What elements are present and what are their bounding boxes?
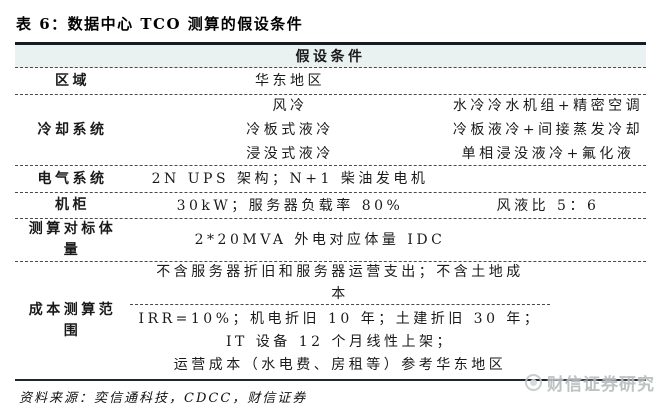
- row-value-rack-ratio: 风液比 5：6: [496, 197, 600, 214]
- table-row-electrical: 电气系统 2N UPS 架构；N+1 柴油发电机: [15, 166, 646, 193]
- row-label-region: 区域: [55, 72, 90, 89]
- table-row-benchmark-volume: 测算对标体量 2*20MVA 外电对应体量 IDC: [15, 219, 646, 262]
- brand-logo-icon: [525, 374, 542, 391]
- row-value-electrical: 2N UPS 架构；N+1 柴油发电机: [151, 171, 429, 187]
- data-source-note: 资料来源：奕信通科技，CDCC，财信证券: [19, 391, 308, 406]
- row-label-benchmark-volume: 测算对标体量: [28, 221, 117, 258]
- row-value-region: 华东地区: [255, 73, 325, 89]
- table-row-rack: 机柜 30kW；服务器负载率 80% 风液比 5：6: [15, 193, 646, 219]
- row-label-rack: 机柜: [55, 197, 90, 213]
- row-label-cooling: 冷却系统: [37, 121, 108, 138]
- brand-watermark-text: 财信证券研究: [547, 375, 655, 395]
- table-title: 表 6：数据中心 TCO 测算的假设条件: [16, 15, 304, 33]
- row-label-cost-scope: 成本测算范围: [28, 301, 117, 339]
- table-header-row: 假设条件: [15, 45, 646, 68]
- row-value-rack: 30kW；服务器负载率 80%: [176, 197, 404, 214]
- table-row-cost-scope: 成本测算范围 不含服务器折旧和服务器运营支出；不含土地成本 IRR=10%；机电…: [15, 262, 646, 379]
- row-value-cost-scope: 不含服务器折旧和服务器运营支出；不含土地成本 IRR=10%；机电折旧 10 年…: [130, 262, 550, 379]
- row-value-benchmark-volume: 2*20MVA 外电对应体量 IDC: [194, 232, 446, 248]
- cost-scope-exclusions: 不含服务器折旧和服务器运营支出；不含土地成本: [130, 262, 550, 305]
- brand-watermark: 财信证券研究: [525, 370, 655, 395]
- report-table-page: 表 6：数据中心 TCO 测算的假设条件 假设条件 区域 华东地区 冷却系统 风…: [15, 10, 646, 406]
- row-value-cooling-solutions: 水冷冷水机组+精密空调 冷板液冷+间接蒸发冷却 单相浸没液冷+氟化液: [452, 98, 644, 162]
- cost-scope-parameters: IRR=10%；机电折旧 10 年；土建折旧 30 年； IT 设备 12 个月…: [138, 310, 542, 373]
- table-header-label: 假设条件: [295, 49, 366, 65]
- table-row-region: 区域 华东地区: [15, 68, 646, 95]
- table-row-cooling: 冷却系统 风冷 冷板式液冷 浸没式液冷 水冷冷水机组+精密空调 冷板液冷+间接蒸…: [15, 95, 646, 166]
- assumptions-table: 假设条件 区域 华东地区 冷却系统 风冷 冷板式液冷 浸没式液冷 水冷冷水机组+…: [15, 42, 646, 381]
- row-value-cooling-types: 风冷 冷板式液冷 浸没式液冷: [246, 98, 334, 162]
- row-label-electrical: 电气系统: [37, 170, 108, 187]
